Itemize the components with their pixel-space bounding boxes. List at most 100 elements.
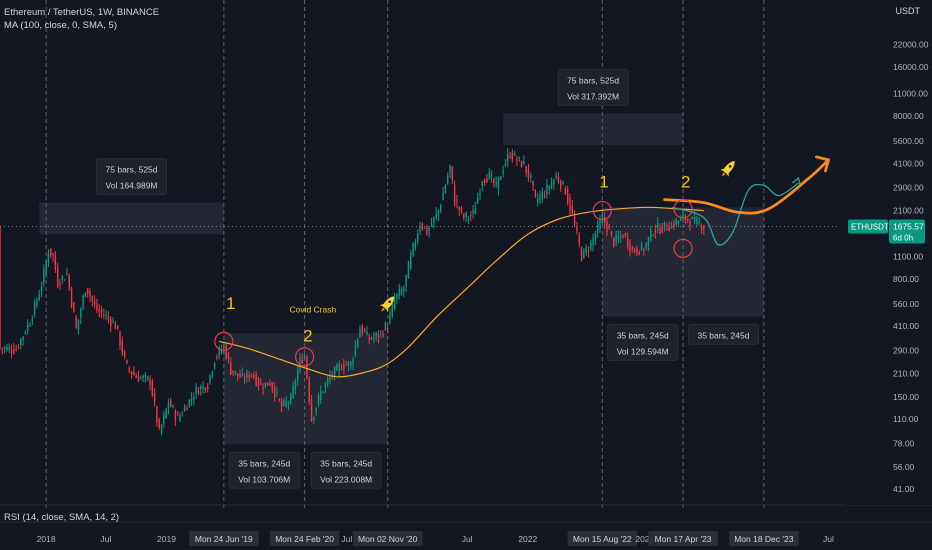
candle-body (530, 175, 532, 177)
candle-body (149, 379, 151, 385)
candle-body (624, 233, 627, 237)
projection-arrowhead-green (792, 176, 802, 187)
candle-body (197, 391, 200, 395)
candle-body (433, 216, 435, 223)
candle-body (502, 170, 504, 173)
x-tick-label: Mon 24 Jun '19 (195, 534, 253, 544)
candle-body (606, 221, 608, 233)
candle-body (20, 338, 22, 345)
candle-body (393, 298, 396, 309)
x-tick-highlight-bg (269, 531, 340, 546)
price-tag-symbol-bg (848, 219, 888, 234)
candle-body (170, 400, 172, 407)
range-volume-label: Vol 317.392M (567, 91, 619, 101)
candle-body (91, 296, 94, 301)
candle-body (578, 235, 580, 244)
candle-body (562, 181, 564, 185)
candle-body (511, 152, 514, 160)
candle-body (350, 361, 352, 367)
candle-body (257, 378, 260, 386)
candle-body (347, 361, 350, 366)
range-label-box (228, 451, 300, 489)
candle-body (442, 192, 444, 201)
candle-body (47, 253, 50, 263)
x-tick-label: 2022 (518, 534, 537, 544)
candle-body (370, 337, 373, 339)
candle-body (202, 385, 204, 390)
candle-body (294, 382, 297, 390)
rocket-flame (721, 172, 726, 177)
rocket-window (728, 165, 732, 168)
candle-body (218, 347, 220, 355)
rocket-body (723, 160, 735, 175)
candle-body (96, 304, 98, 311)
candle-body (650, 229, 652, 241)
range-bars-label: 35 bars, 245d (320, 458, 372, 468)
candle-body (613, 237, 615, 247)
candle-body (107, 316, 110, 319)
candle-body (13, 349, 15, 354)
range-volume-label: Vol 223.008M (320, 474, 372, 484)
candle-body (421, 224, 424, 230)
symbol-title[interactable]: Ethereum / TetherUS, 1W, BINANCE (4, 7, 160, 18)
rsi-indicator-label[interactable]: RSI (14, close, SMA, 14, 2) (4, 512, 120, 523)
candle-body (689, 221, 691, 226)
candle-body (504, 163, 507, 166)
candle-body (269, 383, 271, 386)
candle-body (463, 214, 465, 219)
range-bars-label: 35 bars, 245d (697, 330, 749, 340)
candle-body (516, 159, 518, 161)
candle-body (617, 236, 620, 240)
y-tick-label: 800.00 (893, 274, 919, 284)
candle-body (560, 180, 562, 189)
range-label: 75 bars, 525d Vol 317.392M (557, 68, 629, 106)
candle-body (585, 247, 587, 253)
candle-body (550, 183, 553, 188)
candle-body (223, 344, 225, 350)
candle-body (481, 182, 484, 186)
candle-body (428, 228, 430, 232)
candle-body (380, 331, 382, 333)
candle-body (359, 328, 361, 338)
candle-body (453, 184, 456, 206)
price-tag-symbol: ETHUSDT (851, 223, 889, 232)
candle-body (626, 237, 629, 248)
ma-indicator-label[interactable]: MA (100, close, 0, SMA, 5) (4, 20, 117, 31)
candle-body (227, 353, 230, 359)
candle-body (283, 400, 285, 406)
y-tick-label: 5600.00 (893, 136, 924, 146)
highlight-circle (592, 200, 612, 221)
candle-body (382, 333, 384, 336)
candle-body (220, 349, 223, 353)
candle-body (105, 314, 107, 316)
candle-body (343, 364, 345, 370)
highlight-circle (673, 199, 693, 219)
candle-body (527, 169, 530, 179)
x-tick-label: Mon 18 Dec '23 (734, 534, 794, 544)
candle-body (668, 227, 670, 232)
price-tag-countdown: 6d 0h (893, 234, 913, 243)
y-tick-label: 16000.00 (893, 62, 929, 72)
candle-body (243, 378, 246, 380)
range-label: 75 bars, 525d Vol 164.989M (96, 158, 168, 196)
candle-body (622, 235, 624, 238)
candle-body (299, 357, 301, 370)
candle-body (495, 182, 497, 185)
y-tick-label: 78.00 (893, 438, 915, 448)
date-range-box (602, 207, 684, 317)
candle-body (84, 292, 87, 297)
candle-body (654, 230, 657, 233)
candle-body (680, 216, 682, 221)
candle-body (377, 334, 380, 338)
candle-body (474, 208, 477, 214)
y-tick-label: 560.00 (893, 299, 919, 309)
rocket-window (388, 300, 391, 303)
range-label: 35 bars, 245d (687, 323, 759, 345)
x-tick-highlight-bg (189, 531, 259, 546)
y-tick-label: 110.00 (893, 414, 919, 424)
annotation-number: 1 (226, 294, 235, 313)
candle-body (476, 196, 479, 204)
candle-body (594, 233, 597, 241)
candle-body (483, 179, 486, 183)
